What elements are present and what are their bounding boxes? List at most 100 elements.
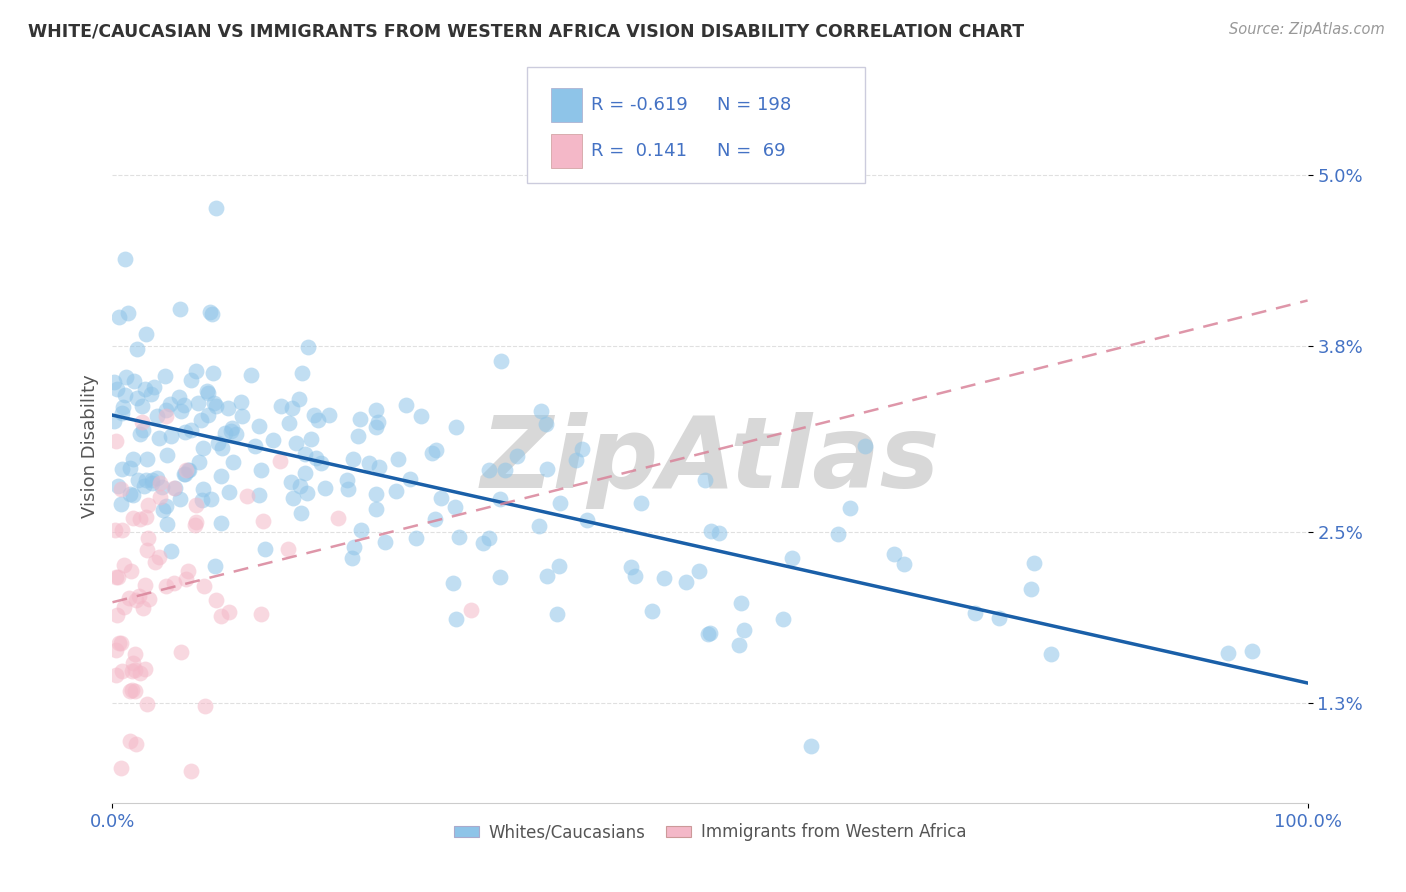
Point bbox=[118, 461, 141, 475]
Point bbox=[299, 433, 322, 447]
Point bbox=[477, 463, 499, 477]
Point bbox=[250, 607, 273, 622]
Point bbox=[630, 496, 652, 510]
Point bbox=[209, 609, 232, 624]
Point bbox=[295, 486, 318, 500]
Point bbox=[250, 463, 273, 477]
Point bbox=[693, 473, 716, 487]
Point bbox=[155, 403, 177, 417]
Point bbox=[112, 558, 135, 573]
Point bbox=[122, 374, 145, 388]
Point bbox=[159, 397, 181, 411]
Point bbox=[1039, 647, 1062, 661]
Point bbox=[110, 761, 132, 775]
Point bbox=[349, 412, 371, 426]
Point bbox=[441, 576, 464, 591]
Point bbox=[696, 627, 718, 641]
Point bbox=[105, 643, 128, 657]
Point bbox=[132, 423, 155, 437]
Point bbox=[134, 578, 156, 592]
Point bbox=[110, 482, 132, 496]
Point bbox=[202, 366, 225, 380]
Text: R =  0.141: R = 0.141 bbox=[591, 142, 686, 160]
Point bbox=[283, 491, 305, 505]
Point bbox=[197, 408, 219, 422]
Point bbox=[343, 540, 366, 554]
Point bbox=[142, 380, 165, 394]
Point bbox=[853, 439, 876, 453]
Point bbox=[385, 484, 408, 499]
Point bbox=[104, 523, 127, 537]
Point bbox=[124, 683, 146, 698]
Point bbox=[122, 511, 145, 525]
Point bbox=[163, 481, 186, 495]
Point bbox=[491, 354, 513, 368]
Point bbox=[471, 536, 494, 550]
Point bbox=[134, 382, 156, 396]
Point bbox=[176, 564, 198, 578]
Point bbox=[446, 612, 468, 626]
Point bbox=[489, 570, 512, 584]
Point bbox=[141, 475, 163, 490]
Point bbox=[243, 439, 266, 453]
Point bbox=[364, 502, 387, 516]
Point bbox=[290, 479, 312, 493]
Point bbox=[342, 452, 364, 467]
Point bbox=[135, 698, 157, 712]
Point bbox=[359, 456, 381, 470]
Point bbox=[225, 427, 247, 442]
Point bbox=[108, 636, 131, 650]
Point bbox=[506, 449, 529, 463]
Point bbox=[395, 398, 418, 412]
Point bbox=[127, 342, 149, 356]
Point bbox=[112, 400, 135, 414]
Point bbox=[120, 564, 142, 578]
Point bbox=[155, 499, 177, 513]
Point bbox=[120, 487, 142, 501]
Point bbox=[204, 558, 226, 573]
Point bbox=[201, 307, 224, 321]
Point bbox=[115, 370, 138, 384]
Point bbox=[337, 482, 360, 496]
Point bbox=[364, 403, 387, 417]
Point bbox=[529, 404, 551, 418]
Point bbox=[177, 463, 200, 477]
Point bbox=[148, 431, 170, 445]
Point bbox=[277, 541, 299, 556]
Point bbox=[173, 467, 195, 481]
Point bbox=[288, 392, 311, 406]
Point bbox=[205, 400, 228, 414]
Point bbox=[707, 525, 730, 540]
Point bbox=[120, 684, 142, 698]
Point bbox=[460, 603, 482, 617]
Point bbox=[205, 201, 228, 215]
Point bbox=[411, 409, 433, 423]
Point bbox=[575, 513, 598, 527]
Point bbox=[117, 306, 139, 320]
Point bbox=[128, 589, 150, 603]
Point bbox=[187, 396, 209, 410]
Point bbox=[202, 396, 225, 410]
Point bbox=[135, 510, 157, 524]
Point bbox=[160, 428, 183, 442]
Point bbox=[121, 451, 143, 466]
Point bbox=[134, 661, 156, 675]
Text: ZipAtlas: ZipAtlas bbox=[481, 412, 939, 508]
Point bbox=[218, 485, 240, 500]
Point bbox=[546, 607, 568, 622]
Point bbox=[367, 415, 389, 429]
Point bbox=[534, 417, 557, 431]
Point bbox=[571, 442, 593, 456]
Point bbox=[290, 506, 312, 520]
Point bbox=[149, 475, 172, 490]
Point bbox=[177, 463, 200, 477]
Point bbox=[111, 664, 134, 678]
Point bbox=[699, 524, 721, 538]
Point bbox=[221, 421, 243, 435]
Point bbox=[366, 486, 388, 500]
Point bbox=[128, 512, 150, 526]
Point bbox=[350, 523, 373, 537]
Point bbox=[221, 425, 243, 439]
Point bbox=[125, 391, 148, 405]
Y-axis label: Vision Disability: Vision Disability bbox=[80, 374, 98, 518]
